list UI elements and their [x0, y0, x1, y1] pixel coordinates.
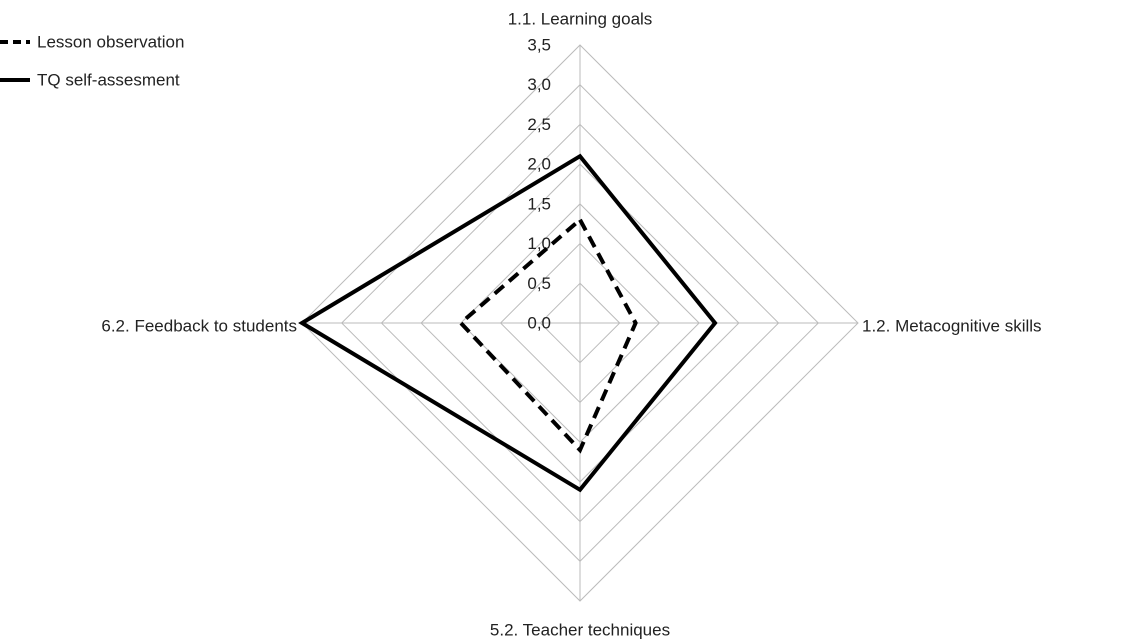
category-label: 5.2. Teacher techniques [490, 620, 670, 639]
y-tick-label: 2,0 [527, 155, 551, 174]
category-label: 1.1. Learning goals [508, 9, 653, 28]
category-label: 1.2. Metacognitive skills [862, 316, 1042, 335]
y-tick-label: 2,5 [527, 115, 551, 134]
series-line [298, 153, 718, 493]
series-line [457, 216, 638, 454]
legend-label: TQ self-assesment [37, 70, 180, 89]
category-label: 6.2. Feedback to students [101, 316, 297, 335]
y-tick-label: 3,5 [527, 35, 551, 54]
y-tick-label: 0,5 [527, 274, 551, 293]
y-tick-label: 1,5 [527, 194, 551, 213]
y-tick-label: 0,0 [527, 313, 551, 332]
y-tick-label: 3,0 [527, 75, 551, 94]
legend-label: Lesson observation [37, 32, 184, 51]
